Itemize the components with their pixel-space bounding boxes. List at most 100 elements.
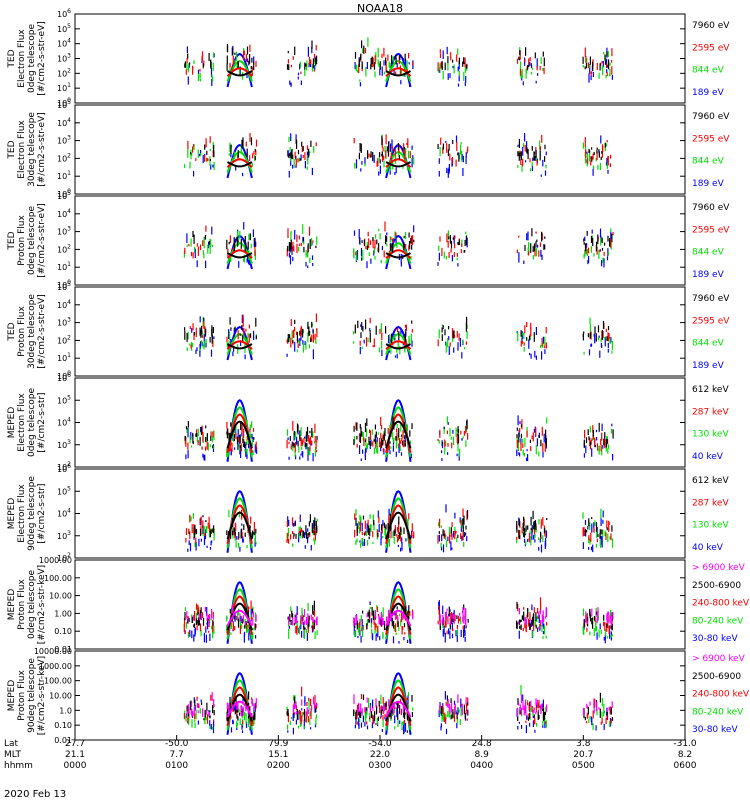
data-point bbox=[399, 438, 401, 448]
data-point bbox=[601, 330, 603, 340]
data-point bbox=[465, 322, 467, 332]
data-point bbox=[538, 699, 540, 708]
data-point bbox=[545, 438, 547, 446]
data-point bbox=[437, 620, 439, 625]
data-point bbox=[313, 145, 315, 153]
data-point bbox=[374, 440, 376, 444]
data-point bbox=[311, 625, 313, 629]
data-point bbox=[390, 446, 392, 449]
data-point bbox=[305, 442, 307, 450]
data-marks bbox=[184, 399, 614, 462]
data-point bbox=[390, 528, 392, 539]
data-point bbox=[314, 542, 316, 545]
data-point bbox=[185, 69, 187, 75]
data-point bbox=[437, 62, 439, 72]
data-point bbox=[404, 711, 406, 719]
data-point bbox=[226, 431, 228, 435]
data-point bbox=[372, 345, 374, 348]
data-point bbox=[457, 263, 459, 267]
data-point bbox=[249, 133, 251, 142]
data-point bbox=[529, 158, 531, 163]
data-point bbox=[370, 57, 372, 67]
data-point bbox=[212, 611, 214, 618]
data-point bbox=[463, 541, 465, 547]
data-point bbox=[533, 536, 535, 539]
data-point bbox=[289, 80, 291, 85]
x-tick-hhmm: 0400 bbox=[470, 761, 493, 771]
data-point bbox=[601, 423, 603, 431]
data-point bbox=[392, 432, 394, 440]
data-point bbox=[308, 344, 311, 349]
data-point bbox=[354, 163, 356, 169]
data-point bbox=[243, 711, 245, 721]
data-point bbox=[537, 615, 539, 619]
data-point bbox=[592, 237, 594, 247]
data-point bbox=[531, 705, 533, 713]
data-point bbox=[299, 531, 301, 536]
data-point bbox=[611, 716, 614, 721]
data-point bbox=[315, 58, 317, 66]
data-point bbox=[610, 239, 612, 248]
data-point bbox=[452, 331, 454, 339]
data-point bbox=[401, 626, 403, 635]
x-tick-mlt: 22.0 bbox=[370, 750, 390, 760]
data-point bbox=[356, 250, 359, 260]
data-point bbox=[228, 448, 230, 452]
data-point bbox=[242, 172, 244, 177]
data-point bbox=[304, 341, 306, 345]
data-point bbox=[360, 332, 362, 338]
y-tick-label: 102 bbox=[57, 461, 71, 472]
data-point bbox=[235, 540, 237, 548]
data-point bbox=[306, 707, 308, 717]
data-point bbox=[286, 710, 288, 716]
data-point bbox=[528, 703, 530, 711]
legend-entry: 7960 eV bbox=[692, 294, 730, 304]
data-point bbox=[362, 715, 364, 723]
data-point bbox=[606, 58, 608, 68]
data-point bbox=[234, 426, 236, 434]
data-point bbox=[405, 58, 407, 67]
data-point bbox=[408, 232, 410, 238]
data-point bbox=[242, 137, 244, 148]
data-point bbox=[460, 142, 462, 145]
data-point bbox=[356, 70, 359, 73]
data-point bbox=[189, 543, 192, 552]
data-point bbox=[375, 431, 377, 438]
data-point bbox=[541, 625, 543, 633]
data-point bbox=[541, 254, 543, 261]
data-point bbox=[195, 529, 198, 535]
data-point bbox=[545, 429, 547, 440]
x-tick-lat: 24.8 bbox=[472, 739, 492, 749]
data-point bbox=[379, 617, 381, 625]
data-point bbox=[382, 705, 384, 710]
data-point bbox=[536, 160, 538, 166]
data-point bbox=[301, 607, 303, 617]
data-point bbox=[444, 447, 446, 455]
data-point bbox=[593, 701, 595, 705]
data-point bbox=[248, 606, 250, 612]
data-point bbox=[599, 529, 601, 535]
data-point bbox=[254, 712, 256, 720]
data-point bbox=[392, 416, 394, 426]
data-point bbox=[364, 157, 366, 165]
data-point bbox=[308, 521, 310, 527]
data-point bbox=[465, 235, 467, 246]
data-point bbox=[311, 334, 313, 342]
data-point bbox=[207, 158, 209, 162]
data-point bbox=[310, 708, 313, 712]
data-point bbox=[589, 323, 591, 334]
data-point bbox=[238, 708, 240, 713]
data-point bbox=[532, 720, 534, 728]
data-point bbox=[255, 60, 257, 67]
data-point bbox=[601, 536, 603, 539]
y-axis-label-line: Electron Flux bbox=[17, 120, 27, 179]
data-point bbox=[305, 63, 307, 67]
data-point bbox=[304, 161, 306, 169]
data-point bbox=[585, 528, 587, 537]
data-point bbox=[203, 454, 205, 461]
data-point bbox=[213, 525, 215, 534]
data-point bbox=[310, 727, 312, 730]
data-point bbox=[585, 611, 587, 621]
data-point bbox=[354, 513, 356, 520]
data-point bbox=[600, 518, 602, 526]
